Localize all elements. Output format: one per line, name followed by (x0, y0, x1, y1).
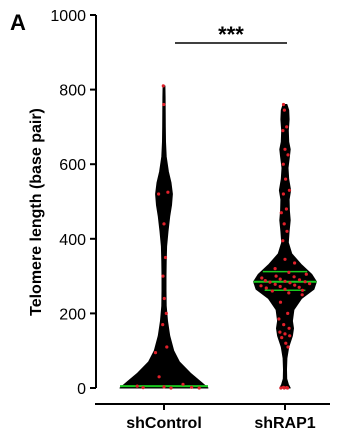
data-point (162, 296, 166, 301)
data-point (285, 125, 289, 129)
data-point (197, 386, 201, 390)
y-axis-title: Telomere length (base pair) (28, 108, 45, 316)
data-point (161, 84, 165, 88)
data-point (282, 222, 286, 226)
data-point (297, 278, 302, 282)
panel-label: A (10, 10, 26, 35)
data-point (278, 284, 282, 289)
y-tick-label: 400 (59, 232, 86, 249)
data-point (281, 192, 285, 196)
data-point (270, 289, 274, 293)
data-point (287, 270, 291, 274)
violin-body (253, 104, 317, 389)
y-tick-label: 200 (59, 306, 86, 323)
data-point (153, 351, 158, 355)
data-point (280, 336, 284, 340)
data-point (264, 286, 268, 290)
data-point (274, 274, 278, 278)
violin-shrap1 (253, 102, 317, 390)
data-point (282, 386, 286, 390)
data-point (260, 276, 264, 280)
significance-bracket: *** (175, 22, 287, 47)
data-point (135, 384, 139, 388)
data-point (287, 188, 291, 192)
x-tick-label-shrap1: shRAP1 (254, 415, 315, 432)
y-tick-label: 800 (59, 83, 86, 100)
data-point (263, 279, 267, 283)
data-point (141, 386, 145, 390)
data-point (287, 326, 291, 330)
data-point (292, 275, 296, 279)
data-point (190, 385, 194, 389)
data-point (283, 287, 287, 291)
data-point (161, 274, 165, 278)
data-point (300, 293, 304, 297)
data-point (163, 255, 168, 260)
data-point (278, 330, 282, 334)
data-point (283, 332, 287, 336)
data-point (259, 284, 263, 288)
violin-body (119, 85, 209, 389)
y-tick-label: 1000 (50, 8, 86, 25)
data-point (303, 280, 307, 284)
violins (119, 84, 317, 390)
x-axis: shControl shRAP1 (95, 403, 330, 432)
data-point (297, 285, 301, 289)
data-point (164, 311, 168, 315)
data-point (304, 272, 308, 276)
data-point (277, 317, 281, 321)
data-point (162, 222, 166, 226)
data-point (286, 311, 290, 315)
data-point (166, 190, 170, 194)
data-point (284, 177, 288, 181)
data-point (169, 386, 173, 390)
y-tick-label: 0 (77, 381, 86, 398)
data-point (286, 345, 290, 349)
data-point (273, 282, 277, 286)
data-point (282, 323, 286, 327)
data-point (278, 277, 282, 281)
significance-stars: *** (218, 22, 244, 47)
data-point (293, 261, 297, 265)
data-point (157, 192, 161, 196)
y-tick-label: 600 (59, 157, 86, 174)
data-point (161, 323, 165, 327)
data-point (286, 153, 290, 157)
data-point (281, 239, 285, 243)
data-point (283, 257, 287, 261)
data-point (284, 207, 288, 211)
data-point (278, 300, 283, 304)
data-point (181, 382, 185, 386)
data-point (157, 375, 161, 379)
data-point (284, 341, 288, 345)
violin-shcontrol (119, 84, 209, 390)
data-point (281, 129, 285, 133)
y-axis: 0 200 400 600 800 1000 (50, 8, 97, 398)
data-point (279, 211, 283, 215)
data-point (279, 386, 283, 390)
data-point (281, 162, 285, 166)
data-point (165, 345, 169, 349)
data-point (288, 334, 292, 338)
data-point (288, 281, 292, 285)
data-point (300, 288, 305, 292)
data-point (273, 267, 277, 271)
data-point (281, 102, 286, 107)
x-tick-label-shcontrol: shControl (126, 415, 202, 432)
data-point (285, 386, 290, 390)
data-point (283, 147, 287, 151)
data-point (162, 102, 166, 107)
data-point (162, 385, 166, 389)
data-point (287, 291, 291, 295)
data-point (308, 282, 312, 286)
data-point (293, 283, 297, 287)
data-point (282, 108, 286, 112)
data-point (285, 229, 289, 233)
data-point (268, 280, 272, 284)
data-point (283, 279, 287, 283)
